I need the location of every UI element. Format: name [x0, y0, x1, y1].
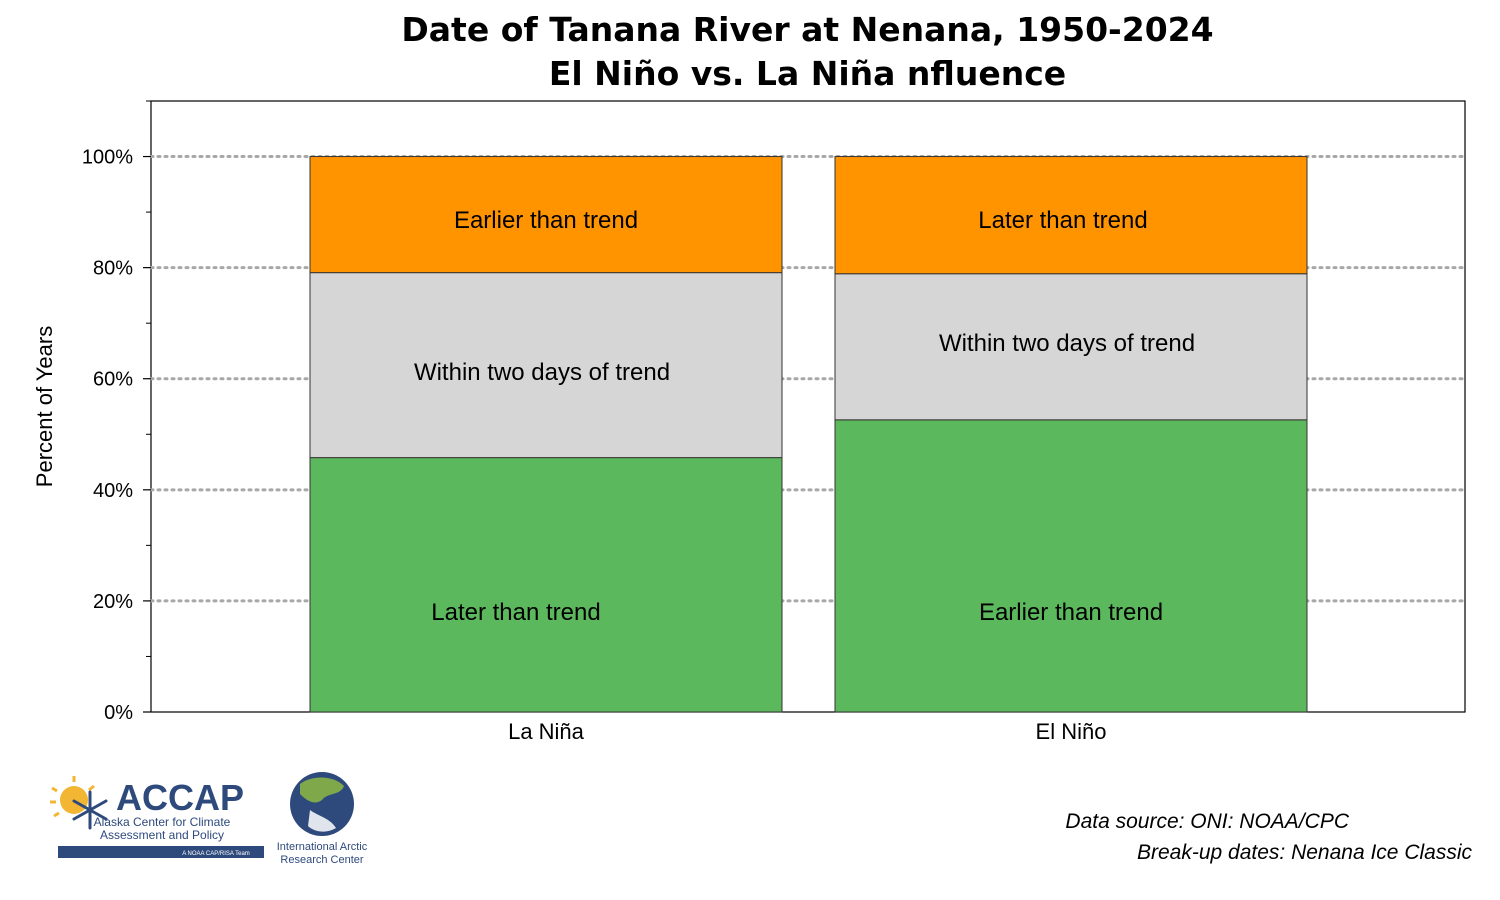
y-tick-label: 40% [93, 480, 133, 502]
bar-segment [834, 156, 1308, 275]
globe-icon [290, 772, 354, 836]
y-tick-label: 0% [104, 702, 133, 724]
chart-title-line2: El Niño vs. La Niña nfluence [548, 54, 1067, 93]
segment-label: Within two days of trend [939, 330, 1195, 357]
iarc-name-line2: Research Center [280, 854, 363, 866]
segment-label: Later than trend [431, 599, 600, 626]
segment-label: Earlier than trend [979, 599, 1163, 626]
y-axis-label: Percent of Years [32, 326, 57, 487]
y-tick-label: 60% [93, 369, 133, 391]
plot-frame [150, 100, 1466, 713]
accap-logo: ACCAP Alaska Center for Climate Assessme… [50, 776, 264, 858]
y-tick-label: 80% [93, 258, 133, 280]
iarc-logo: International Arctic Research Center [277, 772, 368, 866]
iarc-name-line1: International Arctic [277, 841, 368, 853]
data-source-line1: Data source: ONI: NOAA/CPC [1065, 810, 1349, 833]
bar-segment [834, 273, 1308, 421]
y-tick-label: 20% [93, 591, 133, 613]
chart-title: Date of Tanana River at Nenana, 1950-202… [0, 8, 1500, 96]
x-category-label: La Niña [508, 719, 585, 744]
accap-subtitle-line2: Assessment and Policy [100, 828, 224, 842]
accap-team-band [58, 846, 264, 858]
bar-segment [309, 156, 783, 274]
snowflake-icon [72, 790, 108, 830]
bar-segment [834, 419, 1308, 713]
chart-title-line1: Date of Tanana River at Nenana, 1950-202… [401, 10, 1214, 49]
data-source-line2: Break-up dates: Nenana Ice Classic [1136, 841, 1472, 864]
segment-label: Later than trend [978, 207, 1147, 234]
accap-team-label: A NOAA CAP/RISA Team [182, 851, 250, 857]
y-tick-label: 100% [82, 147, 133, 169]
segment-label: Earlier than trend [454, 207, 638, 234]
x-category-label: El Niño [1036, 719, 1107, 744]
bar-segment [309, 457, 783, 713]
accap-subtitle-line1: Alaska Center for Climate [94, 815, 231, 829]
bar-segment [309, 272, 783, 459]
accap-name: ACCAP [116, 777, 244, 818]
data-source-note: Data source: ONI: NOAA/CPC Break-up date… [1065, 806, 1472, 868]
segment-label: Within two days of trend [414, 359, 670, 386]
